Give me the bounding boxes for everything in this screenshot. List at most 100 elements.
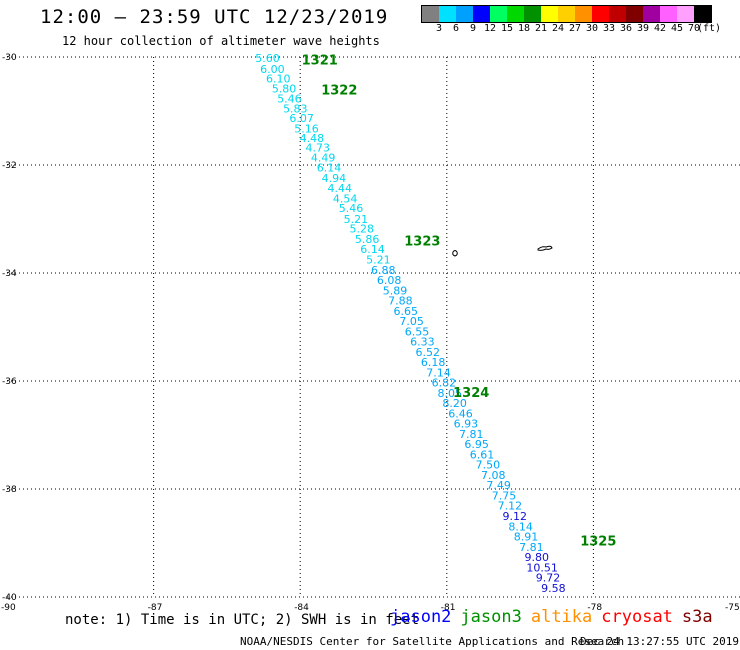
swh-value-label: 6.61	[470, 448, 495, 461]
satellite-label-s3a: s3a	[681, 607, 713, 627]
swh-value-label: 10.51	[526, 561, 558, 574]
swh-value-label: 4.73	[306, 142, 331, 155]
lat-tick-label: -38	[2, 485, 17, 495]
swh-value-label: 7.08	[481, 469, 506, 482]
lon-tick-label: -75	[725, 603, 740, 613]
swh-value-label: 5.83	[283, 102, 308, 115]
legend-label: 15	[500, 23, 514, 34]
footer-note: note: 1) Time is in UTC; 2) SWH is in fe…	[65, 612, 420, 628]
swh-value-label: 9.12	[502, 510, 527, 523]
legend-label: 45	[670, 23, 684, 34]
legend-label: (ft)	[697, 23, 722, 34]
swh-value-label: 6.08	[377, 274, 402, 287]
legend-swatch	[490, 6, 507, 22]
swh-value-label: 5.89	[383, 284, 408, 297]
legend-swatch	[473, 6, 490, 22]
credit-text: NOAA/NESDIS Center for Satellite Applica…	[240, 635, 625, 648]
swh-value-label: 6.46	[448, 407, 473, 420]
swh-value-label: 5.46	[339, 202, 364, 215]
lat-tick-label: -40	[2, 593, 17, 603]
swh-value-label: 5.16	[294, 122, 319, 135]
legend-swatch	[456, 6, 473, 22]
satellite-label-altika: altika	[530, 607, 593, 627]
swh-value-label: 4.54	[333, 192, 358, 205]
legend-label: 9	[469, 23, 477, 34]
swh-value-label: 7.05	[399, 315, 424, 328]
swh-value-label: 7.75	[492, 489, 517, 502]
lat-tick-label: -32	[2, 161, 17, 171]
legend-label: 18	[517, 23, 531, 34]
satellite-label-jason2: jason2	[390, 607, 452, 627]
timestamp-text: Dec 24 13:27:55 UTC 2019	[580, 635, 739, 648]
lat-tick-label: -30	[2, 53, 17, 63]
swh-value-label: 8.91	[514, 531, 539, 544]
satellite-label-cryosat: cryosat	[601, 607, 673, 627]
legend-label: 27	[568, 23, 582, 34]
swh-value-label: 7.14	[426, 366, 451, 379]
utc-time-label: 1321	[302, 54, 338, 69]
legend-swatch	[439, 6, 456, 22]
legend-label: 12	[483, 23, 497, 34]
swh-value-label: 5.80	[272, 82, 297, 95]
swh-value-label: 9.72	[536, 572, 561, 585]
coastline	[452, 245, 553, 257]
page-title: 12:00 – 23:59 UTC 12/23/2019	[40, 6, 389, 28]
swh-value-label: 4.49	[311, 151, 336, 164]
satellite-legend: jason2 jason3 altika cryosat s3a	[390, 607, 722, 627]
swh-value-label: 8.20	[442, 397, 467, 410]
legend-swatch	[660, 6, 677, 22]
utc-time-label: 1324	[453, 386, 489, 401]
legend-swatch	[626, 6, 643, 22]
legend-swatch	[507, 6, 524, 22]
swh-value-label: 9.80	[524, 551, 549, 564]
time-labels: 1321 1322 1323 1324 1325	[302, 54, 617, 550]
legend-label: 36	[619, 23, 633, 34]
legend-label: 21	[534, 23, 548, 34]
lon-tick-label: -87	[148, 603, 163, 613]
swh-value-label: 7.81	[459, 428, 484, 441]
legend-label: 3	[435, 23, 443, 34]
lon-tick-label: -81	[441, 603, 456, 613]
page-subtitle: 12 hour collection of altimeter wave hei…	[62, 34, 380, 48]
swh-value-label: 8.05	[437, 387, 462, 400]
lat-tick-label: -34	[2, 269, 17, 279]
swh-value-label: 5.28	[350, 223, 375, 236]
observation-labels: 5.606.006.105.805.465.836.075.164.484.73…	[255, 52, 565, 595]
swh-value-label: 6.18	[421, 356, 446, 369]
legend-label: 42	[653, 23, 667, 34]
legend-label: 39	[636, 23, 650, 34]
utc-time-label: 1323	[404, 235, 440, 250]
color-legend	[421, 5, 712, 23]
legend-swatch	[541, 6, 558, 22]
swh-value-label: 6.00	[260, 63, 285, 76]
legend-swatch	[677, 6, 694, 22]
swh-value-label: 5.21	[366, 254, 391, 267]
grid-lines	[7, 56, 740, 598]
swh-value-label: 7.88	[388, 295, 413, 308]
swh-value-label: 6.14	[360, 243, 385, 256]
swh-value-label: 6.52	[415, 346, 440, 359]
swh-value-label: 6.82	[432, 377, 457, 390]
lon-tick-label: -84	[294, 603, 309, 613]
legend-swatch	[609, 6, 626, 22]
swh-value-label: 4.44	[328, 182, 353, 195]
swh-value-label: 4.48	[300, 132, 325, 145]
utc-time-label: 1322	[321, 83, 357, 98]
swh-value-label: 6.33	[410, 336, 435, 349]
legend-swatch	[558, 6, 575, 22]
swh-value-label: 6.88	[371, 264, 396, 277]
legend-swatch	[524, 6, 541, 22]
swh-value-label: 5.60	[255, 52, 280, 65]
island-small	[452, 250, 458, 257]
legend-label: 70	[687, 23, 701, 34]
swh-value-label: 7.12	[498, 500, 523, 513]
legend-swatch	[592, 6, 609, 22]
swh-value-label: 7.81	[519, 541, 544, 554]
utc-time-label: 1325	[580, 534, 616, 549]
legend-swatch	[643, 6, 660, 22]
legend-swatch	[575, 6, 592, 22]
legend-label: 6	[452, 23, 460, 34]
swh-value-label: 5.46	[277, 93, 302, 106]
swh-value-label: 6.93	[454, 418, 479, 431]
